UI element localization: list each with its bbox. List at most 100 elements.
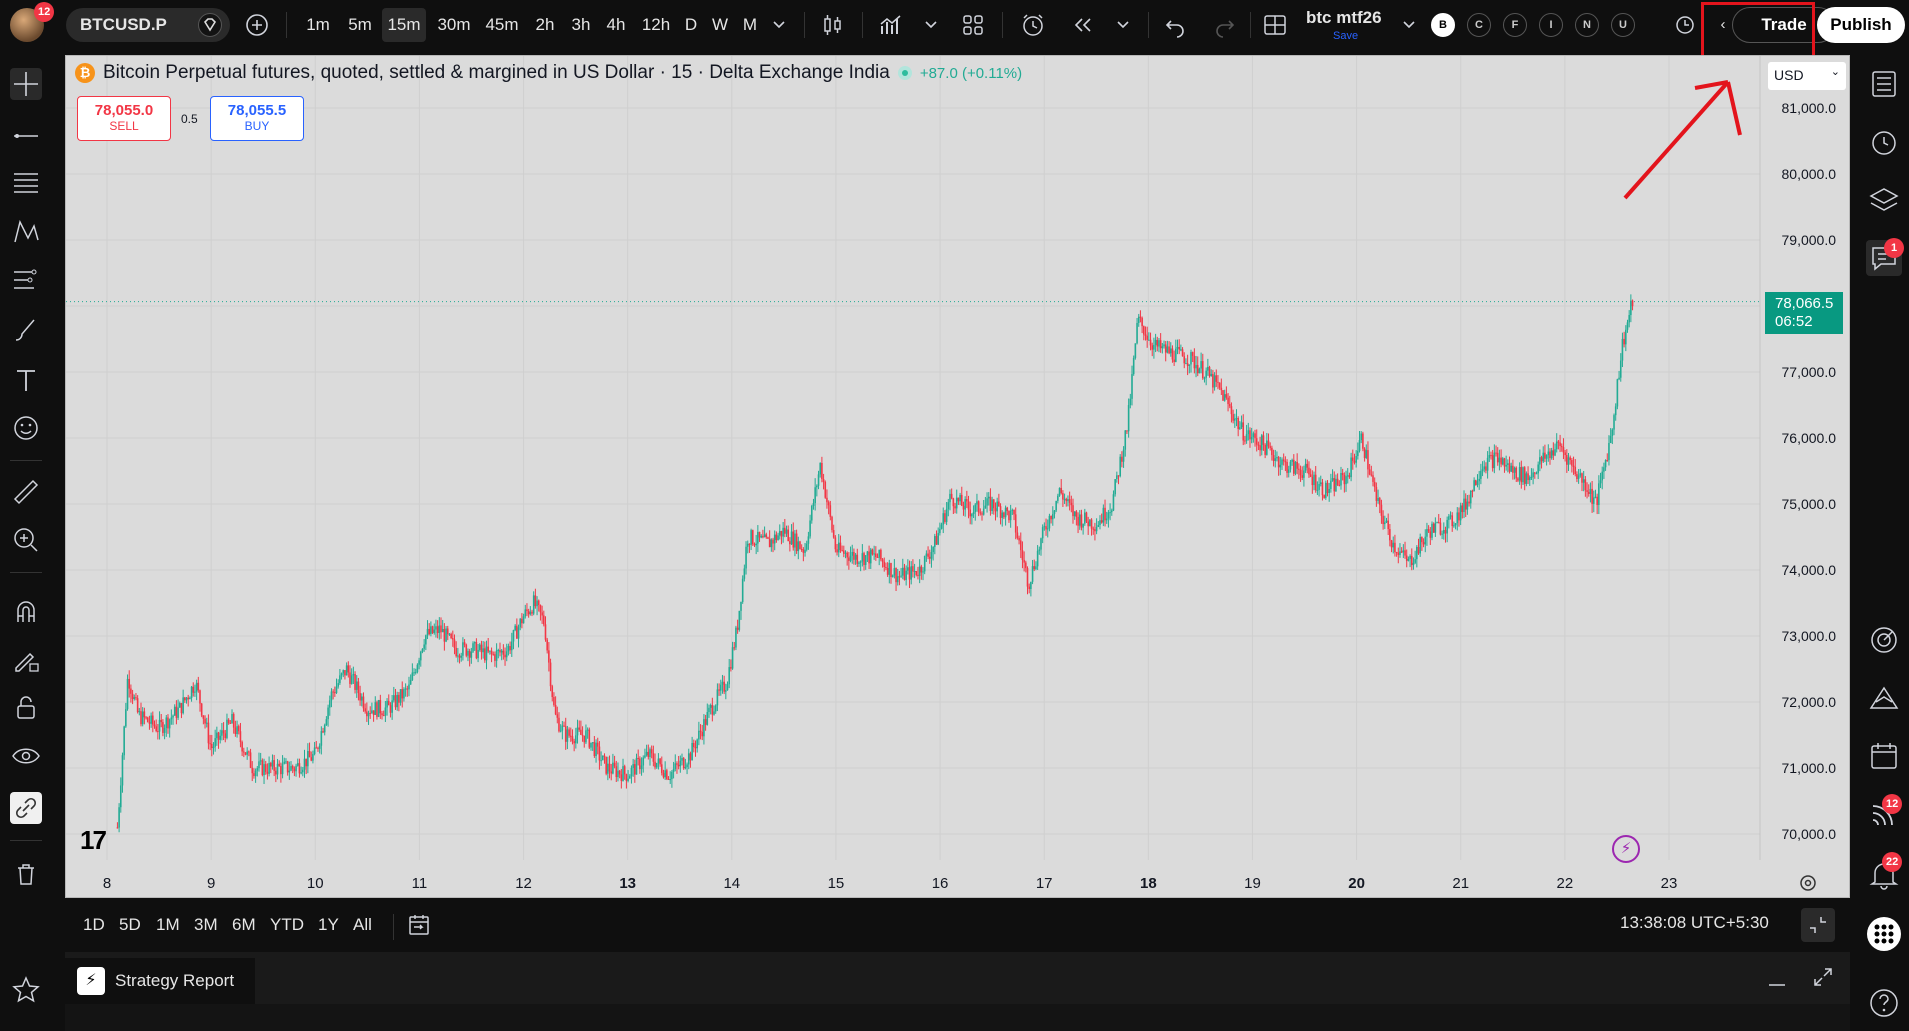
chevron-down-icon[interactable] (1110, 12, 1136, 38)
range-all[interactable]: All (353, 915, 372, 934)
clock-timezone[interactable]: 13:38:08 UTC+5:30 (1620, 913, 1769, 932)
help-icon[interactable] (1866, 985, 1902, 1021)
add-symbol-icon[interactable] (244, 12, 270, 38)
chart-pane[interactable] (65, 55, 1850, 898)
watchlist-icon[interactable] (1866, 66, 1902, 102)
alerts-clock-icon[interactable] (1866, 124, 1902, 160)
interval-2h[interactable]: 2h (535, 15, 555, 34)
currency-select[interactable]: USD ⌄ (1768, 62, 1846, 90)
fib-icon[interactable] (10, 168, 42, 200)
ruler-icon[interactable] (10, 476, 42, 508)
candle-body (1587, 491, 1590, 494)
range-3m[interactable]: 3M (194, 915, 218, 934)
pattern-icon[interactable] (10, 216, 42, 248)
candle-body (307, 751, 309, 767)
chevron-down-icon[interactable] (1396, 12, 1422, 38)
interval-1m[interactable]: 1m (306, 15, 330, 34)
symbol-search[interactable]: BTCUSD.P (66, 8, 230, 42)
interval-15m[interactable]: 15m (382, 8, 426, 42)
candles-icon[interactable] (820, 12, 846, 38)
chart-legend[interactable]: ₿ Bitcoin Perpetual futures, quoted, set… (75, 62, 1022, 84)
circle-button-i[interactable]: I (1539, 13, 1563, 37)
range-ytd[interactable]: YTD (270, 915, 304, 934)
interval-w[interactable]: W (711, 15, 729, 34)
emoji-icon[interactable] (10, 412, 42, 444)
candle-body (634, 764, 636, 775)
tradingview-logo[interactable]: 17 (80, 825, 107, 855)
candle-body (1023, 559, 1025, 563)
candle-body (976, 501, 978, 505)
range-1y[interactable]: 1Y (318, 915, 339, 934)
circle-button-u[interactable]: U (1611, 13, 1635, 37)
diamond-icon[interactable] (198, 13, 222, 37)
candle-body (1122, 449, 1125, 462)
quick-search-icon[interactable] (1672, 12, 1698, 38)
ideas-icon[interactable] (1866, 680, 1902, 716)
chevron-down-icon[interactable] (918, 12, 944, 38)
magnet-icon[interactable] (10, 596, 42, 628)
interval-30m[interactable]: 30m (437, 15, 471, 34)
chevron-down-icon[interactable] (766, 12, 792, 38)
circle-button-c[interactable]: C (1467, 13, 1491, 37)
interval-3h[interactable]: 3h (571, 15, 591, 34)
interval-d[interactable]: D (684, 15, 698, 34)
axis-settings-icon[interactable] (1797, 872, 1819, 894)
link-icon[interactable] (10, 792, 42, 824)
interval-5m[interactable]: 5m (348, 15, 372, 34)
circle-button-b[interactable]: B (1431, 13, 1455, 37)
range-5d[interactable]: 5D (119, 915, 141, 934)
candle-body (1180, 349, 1182, 351)
interval-4h[interactable]: 4h (606, 15, 626, 34)
collapse-arrow[interactable]: ‹ (1720, 16, 1726, 33)
interval-45m[interactable]: 45m (485, 15, 519, 34)
candle-body (632, 764, 634, 768)
crosshair-icon[interactable] (10, 68, 42, 100)
trend-line-icon[interactable] (10, 120, 42, 152)
range-1m[interactable]: 1M (156, 915, 180, 934)
calendar-icon[interactable] (1866, 738, 1902, 774)
replay-icon[interactable] (1070, 12, 1096, 38)
lightning-icon[interactable]: ⚡ (1612, 835, 1640, 863)
redo-icon[interactable] (1212, 12, 1238, 38)
indicators-icon[interactable] (878, 12, 904, 38)
circle-button-f[interactable]: F (1503, 13, 1527, 37)
target-icon[interactable] (1866, 622, 1902, 658)
lock-pencil-icon[interactable] (10, 644, 42, 676)
interval-12h[interactable]: 12h (641, 15, 671, 34)
apps-grid-icon[interactable] (1866, 916, 1902, 952)
candle-body (167, 717, 169, 729)
text-icon[interactable] (10, 364, 42, 396)
eye-icon[interactable] (10, 740, 42, 772)
collapse-chart-button[interactable] (1801, 908, 1835, 942)
sell-button[interactable]: 78,055.0 SELL (77, 96, 171, 141)
layers-icon[interactable] (1866, 182, 1902, 218)
minimize-icon[interactable] (1764, 966, 1790, 992)
market-status-icon[interactable] (897, 66, 912, 80)
publish-button[interactable]: Publish (1817, 7, 1905, 43)
trash-icon[interactable] (10, 858, 42, 890)
date-range-icon[interactable] (406, 912, 432, 938)
interval-m[interactable]: M (742, 15, 758, 34)
zoom-in-icon[interactable] (10, 524, 42, 556)
strategy-report-tab[interactable]: ⚡ Strategy Report (65, 958, 255, 1004)
candle-body (918, 566, 921, 576)
layout-save-label[interactable]: Save (1333, 30, 1359, 42)
buy-button[interactable]: 78,055.5 BUY (210, 96, 304, 141)
candle-body (1321, 482, 1324, 496)
candle-body (1298, 468, 1300, 470)
templates-icon[interactable] (960, 12, 986, 38)
maximize-icon[interactable] (1810, 964, 1836, 990)
layout-grid-icon[interactable] (1262, 12, 1288, 38)
candle-body (1537, 464, 1539, 474)
brush-icon[interactable] (10, 314, 42, 346)
range-6m[interactable]: 6M (232, 915, 256, 934)
alert-clock-icon[interactable] (1020, 12, 1046, 38)
lock-icon[interactable] (10, 692, 42, 724)
range-1d[interactable]: 1D (83, 915, 105, 934)
circle-button-n[interactable]: N (1575, 13, 1599, 37)
layout-name[interactable]: btc mtf26 (1306, 8, 1382, 27)
forecast-icon[interactable] (10, 264, 42, 296)
undo-icon[interactable] (1162, 12, 1188, 38)
star-icon[interactable] (10, 974, 42, 1006)
